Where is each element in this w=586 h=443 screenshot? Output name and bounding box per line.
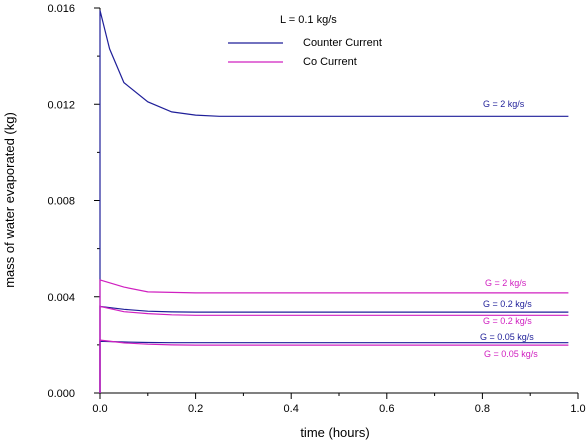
x-tick-label: 0.4 [284, 403, 299, 415]
y-tick-label: 0.004 [47, 292, 75, 304]
series-line-5 [99, 339, 569, 393]
series-label-3: G = 0.2 kg/s [483, 316, 532, 326]
series-line-1 [99, 279, 569, 393]
y-tick-label: 0.016 [47, 3, 75, 15]
legend-label-counter-current: Counter Current [303, 37, 382, 49]
x-tick-label: 0.6 [379, 403, 394, 415]
y-tick-label: 0.000 [47, 388, 75, 400]
y-axis-title: mass of water evaporated (kg) [2, 112, 17, 288]
legend-header: L = 0.1 kg/s [280, 14, 337, 26]
series-line-3 [99, 305, 569, 393]
axes: 0.0 0.2 0.4 0.6 0.8 1.0 0.000 0.004 0.008 0.012 0.… [47, 3, 585, 415]
series-label-2: G = 0.2 kg/s [483, 299, 532, 309]
x-tick-label: 0.2 [188, 403, 203, 415]
y-tick-label: 0.012 [47, 99, 75, 111]
series-label-4: G = 0.05 kg/s [480, 332, 534, 342]
series-layer [99, 10, 569, 393]
series-label-5: G = 0.05 kg/s [484, 349, 538, 359]
legend-label-co-current: Co Current [303, 56, 357, 68]
series-labels: G = 2 kg/s G = 2 kg/s G = 0.2 kg/s G = 0.2 … [480, 99, 538, 359]
legend: L = 0.1 kg/s Counter Current Co Current [228, 14, 382, 68]
series-line-0 [99, 10, 569, 393]
series-line-2 [99, 305, 569, 393]
x-axis-title: time (hours) [300, 425, 369, 440]
x-tick-label: 0.8 [475, 403, 490, 415]
y-tick-label: 0.008 [47, 196, 75, 208]
series-label-0: G = 2 kg/s [483, 99, 525, 109]
x-tick-label: 0.0 [92, 403, 107, 415]
x-tick-label: 1.0 [570, 403, 585, 415]
series-label-1: G = 2 kg/s [485, 278, 527, 288]
